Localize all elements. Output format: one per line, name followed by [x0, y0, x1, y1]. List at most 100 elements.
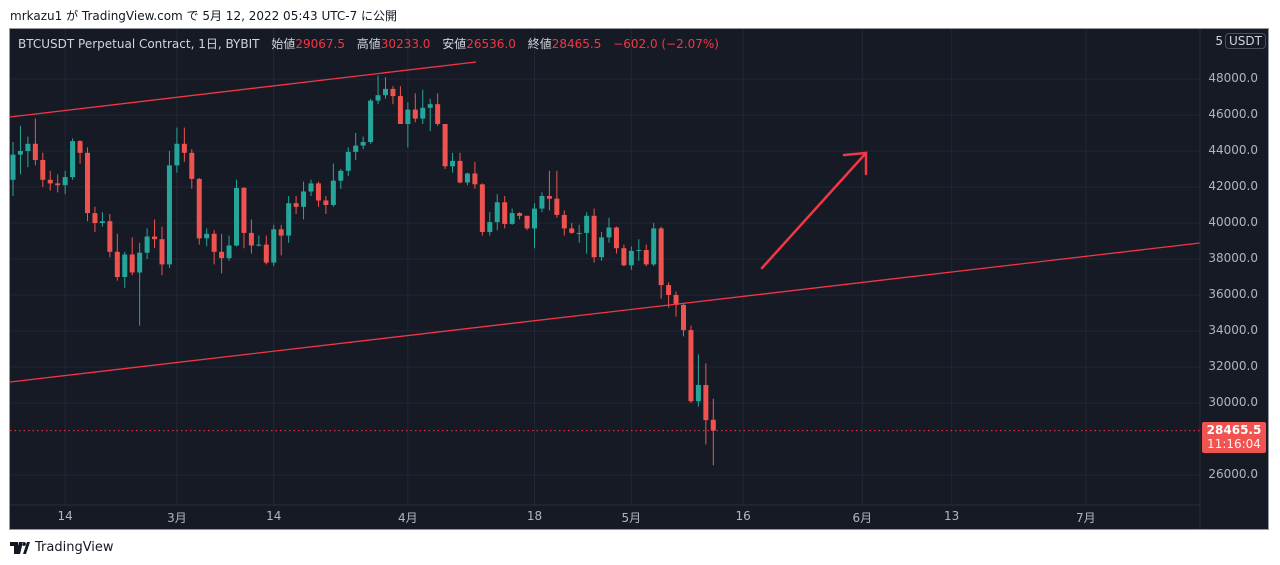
candle-body	[569, 228, 575, 233]
candle-body	[546, 196, 552, 199]
candle	[532, 203, 537, 249]
candle	[636, 239, 642, 261]
candle-body	[464, 173, 470, 183]
candle-body	[584, 215, 590, 233]
candle	[338, 169, 344, 189]
candle	[25, 136, 31, 168]
candle	[234, 179, 239, 247]
candle-body	[591, 215, 597, 258]
candle	[345, 147, 351, 177]
candle-body	[293, 203, 299, 207]
candle-body	[658, 228, 664, 286]
arrow-drawing[interactable]	[760, 151, 868, 270]
open-value: 29067.5	[295, 37, 345, 51]
candle	[539, 192, 545, 213]
candle-body	[219, 251, 225, 259]
candle-body	[40, 160, 46, 180]
candle	[457, 152, 463, 184]
candle	[405, 102, 411, 148]
candle	[390, 86, 396, 105]
candle-body	[561, 214, 567, 229]
candle	[107, 214, 113, 258]
time-tick-label: 4月	[398, 511, 418, 525]
candle	[137, 242, 143, 326]
candle	[703, 363, 709, 445]
candle-body	[85, 152, 90, 214]
candle	[166, 151, 172, 268]
candle-body	[271, 229, 277, 263]
candlestick-chart[interactable]	[10, 29, 1269, 530]
candle	[256, 235, 262, 247]
candle-body	[509, 213, 515, 224]
candle-body	[345, 151, 351, 171]
candle	[40, 152, 46, 187]
low-value: 26536.0	[466, 37, 516, 51]
candle-body	[606, 227, 612, 238]
candle	[606, 217, 612, 243]
candle-body	[152, 236, 158, 240]
scale-prefix: 5	[1215, 34, 1224, 48]
symbol-title[interactable]: BTCUSDT Perpetual Contract, 1日, BYBIT	[18, 37, 260, 51]
candle-body	[576, 232, 582, 234]
last-price-value: 28465.5	[1206, 423, 1262, 437]
price-tick-label: 36000.0	[1208, 287, 1258, 301]
candle-body	[144, 236, 150, 253]
candle-body	[383, 88, 388, 96]
candle-body	[450, 160, 456, 167]
candle	[397, 86, 403, 124]
candle-body	[599, 237, 605, 258]
price-tick-label: 32000.0	[1208, 359, 1258, 373]
candle-body	[204, 233, 210, 239]
candle-body	[107, 221, 113, 252]
candle-body	[420, 107, 426, 119]
lower-trendline[interactable]	[10, 242, 1201, 383]
candle-body	[457, 160, 463, 183]
currency-unit[interactable]: 5 USDT	[1215, 33, 1266, 49]
candle	[62, 170, 68, 195]
candle	[628, 246, 634, 270]
candle-body	[308, 183, 314, 192]
candle	[710, 398, 716, 466]
candle-body	[412, 109, 418, 119]
candle-body	[286, 203, 292, 236]
candle-body	[710, 419, 716, 431]
candle	[554, 170, 560, 218]
candle-body	[248, 232, 254, 246]
candle-body	[256, 244, 262, 246]
time-tick-label: 16	[735, 509, 751, 523]
price-tick-label: 34000.0	[1208, 323, 1258, 337]
change-value: −602.0 (−2.07%)	[613, 37, 719, 51]
time-tick-label: 14	[266, 509, 282, 523]
candle	[308, 179, 314, 196]
candle	[695, 354, 701, 407]
upper-trendline[interactable]	[10, 61, 477, 118]
candle	[651, 223, 657, 267]
candle	[435, 93, 441, 126]
candle	[487, 212, 493, 236]
time-tick-label: 18	[526, 509, 543, 523]
candle	[241, 187, 247, 249]
chart-panel[interactable]: BTCUSDT Perpetual Contract, 1日, BYBIT 始値…	[9, 28, 1269, 530]
candle	[286, 196, 292, 243]
candle	[524, 215, 530, 231]
candle	[502, 196, 508, 229]
candle-body	[234, 187, 239, 246]
candle-body	[502, 202, 508, 224]
price-tick-label: 30000.0	[1208, 395, 1258, 409]
candle-body	[137, 252, 143, 273]
candle	[353, 133, 359, 160]
symbol-legend: BTCUSDT Perpetual Contract, 1日, BYBIT 始値…	[18, 35, 719, 52]
candle	[196, 178, 202, 245]
candle	[330, 163, 336, 207]
publish-caption: mrkazu1 が TradingView.com で 5月 12, 2022 …	[10, 9, 398, 23]
candle	[666, 282, 672, 308]
candle-body	[636, 250, 642, 251]
candle-body	[263, 244, 269, 263]
candle	[219, 233, 225, 274]
candle	[450, 152, 456, 173]
currency-button[interactable]: USDT	[1225, 33, 1266, 49]
candle	[315, 181, 321, 207]
tradingview-footer[interactable]: TradingView	[10, 540, 114, 555]
candle-body	[114, 251, 120, 277]
candle-body	[189, 152, 195, 179]
